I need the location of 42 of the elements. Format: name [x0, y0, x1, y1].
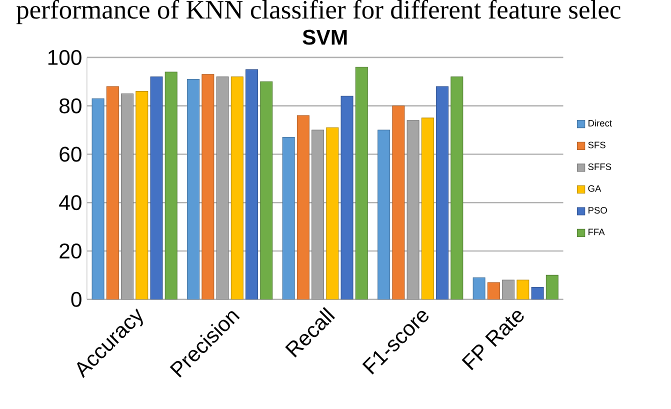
bar: [230, 76, 244, 300]
bar: [502, 280, 515, 300]
bar: [406, 120, 420, 300]
bar: [487, 282, 500, 300]
bar: [296, 115, 310, 300]
bar: [450, 76, 464, 300]
bar: [378, 130, 390, 300]
chart-title: SVM: [302, 30, 347, 45]
bar: [516, 280, 530, 300]
bar: [92, 98, 104, 300]
y-tick-label: 60: [60, 146, 82, 162]
legend-label: SFS: [588, 142, 606, 148]
bar: [246, 69, 258, 300]
bar: [216, 76, 229, 300]
bar: [202, 74, 214, 300]
bar: [150, 76, 163, 300]
y-tick-label: 40: [59, 195, 82, 210]
legend-label: SFFS: [588, 163, 612, 170]
bar: [546, 274, 558, 300]
bar: [260, 81, 273, 300]
y-tick-label: 20: [60, 243, 82, 259]
legend-label: GA: [588, 185, 602, 192]
bar: [312, 130, 324, 300]
bar: [340, 96, 354, 300]
bar: [282, 137, 295, 300]
bar: [136, 91, 148, 300]
bar: [187, 78, 200, 300]
y-tick-label: 0: [71, 292, 82, 307]
y-tick-label: 80: [60, 98, 82, 114]
bar: [392, 106, 405, 300]
bar: [121, 93, 134, 300]
bar: [421, 118, 434, 300]
bar: [355, 66, 368, 300]
bar: [164, 72, 178, 300]
bar: [326, 127, 339, 300]
legend-label: FFA: [588, 228, 605, 236]
bar: [436, 86, 449, 300]
text: performance of KNN classifier for different feature selec: [16, 0, 620, 24]
bar: [106, 86, 119, 300]
legend-label: PSO: [588, 207, 607, 214]
y-tick-label: 100: [48, 50, 82, 65]
legend-label: Direct: [588, 120, 612, 126]
